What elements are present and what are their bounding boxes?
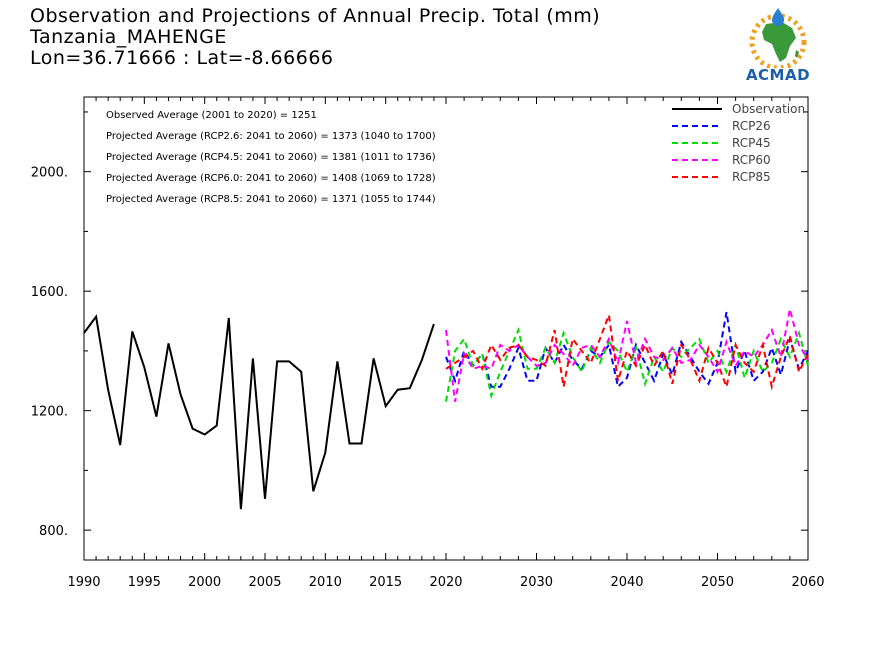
series-line-rcp85: [445, 314, 809, 391]
station-name: Tanzania_MAHENGE: [30, 26, 227, 48]
y-axis-ticks: 800. 1200. 1600. 2000.: [31, 111, 808, 539]
x-tick-label: 2030: [520, 575, 553, 590]
x-tick-label: 2000: [188, 575, 221, 590]
series-line-rcp45: [445, 326, 809, 402]
series-line-rcp26: [445, 311, 809, 389]
africa-map-logo-icon: [749, 8, 807, 71]
coordinates: Lon=36.71666 : Lat=-8.66666: [30, 47, 334, 69]
x-axis-ticks: 1990 1995 2000 2005 2010 2015 2020 2030 2040 2050…: [67, 97, 825, 590]
plot-frame: [83, 96, 809, 561]
stat-line: Projected Average (RCP4.5: 2041 to 2060)…: [106, 152, 436, 163]
chart-titles: Observation and Projections of Annual Pr…: [30, 6, 600, 69]
x-tick-label: 2020: [429, 575, 462, 590]
y-tick-label: 2000.: [31, 166, 68, 181]
y-tick-label: 800.: [39, 524, 68, 539]
stat-line: Projected Average (RCP2.6: 2041 to 2060)…: [106, 131, 436, 142]
series-line-rcp60: [445, 308, 809, 402]
x-tick-label: 1990: [67, 575, 100, 590]
legend-label-rcp26: RCP26: [732, 119, 771, 133]
stat-line: Projected Average (RCP8.5: 2041 to 2060)…: [106, 194, 436, 205]
legend-label-rcp60: RCP60: [732, 153, 771, 167]
chart-series: [83, 308, 809, 510]
chart-axes: [83, 96, 809, 561]
logo-text: ACMAD: [745, 66, 811, 84]
y-tick-label: 1600.: [31, 285, 68, 300]
x-tick-label: 2015: [369, 575, 402, 590]
y-tick-label: 1200.: [31, 405, 68, 420]
series-line-observation: [83, 314, 435, 510]
stat-line: Projected Average (RCP6.0: 2041 to 2060)…: [106, 173, 436, 184]
x-tick-label: 2005: [248, 575, 281, 590]
chart-legend: Observation RCP26 RCP45 RCP60 RCP85: [672, 102, 805, 184]
acmad-logo: ACMAD: [736, 6, 820, 84]
stat-line: Observed Average (2001 to 2020) = 1251: [106, 110, 317, 121]
legend-label-rcp45: RCP45: [732, 136, 771, 150]
x-tick-label: 1995: [128, 575, 161, 590]
x-tick-label: 2050: [701, 575, 734, 590]
x-tick-label: 2040: [610, 575, 643, 590]
chart-title: Observation and Projections of Annual Pr…: [30, 5, 601, 27]
legend-label-observation: Observation: [732, 102, 805, 116]
x-tick-label: 2010: [309, 575, 342, 590]
stats-annotations: Observed Average (2001 to 2020) = 1251 Pr…: [106, 110, 436, 205]
x-tick-label: 2060: [791, 575, 824, 590]
legend-label-rcp85: RCP85: [732, 170, 771, 184]
